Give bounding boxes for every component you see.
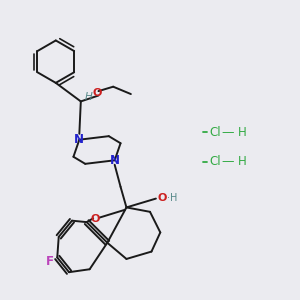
Text: H: H: [238, 126, 247, 139]
Text: H: H: [238, 155, 247, 168]
Text: Cl: Cl: [209, 155, 220, 168]
Text: F: F: [46, 255, 54, 268]
Text: H: H: [84, 92, 92, 102]
Text: N: N: [110, 154, 120, 167]
Text: O: O: [92, 88, 102, 98]
Text: —: —: [222, 155, 234, 168]
Text: N: N: [74, 133, 84, 146]
Text: Cl: Cl: [209, 126, 220, 139]
Text: O: O: [158, 193, 167, 203]
Text: O: O: [91, 214, 100, 224]
Text: —: —: [222, 126, 234, 139]
Text: ·H: ·H: [167, 193, 178, 203]
